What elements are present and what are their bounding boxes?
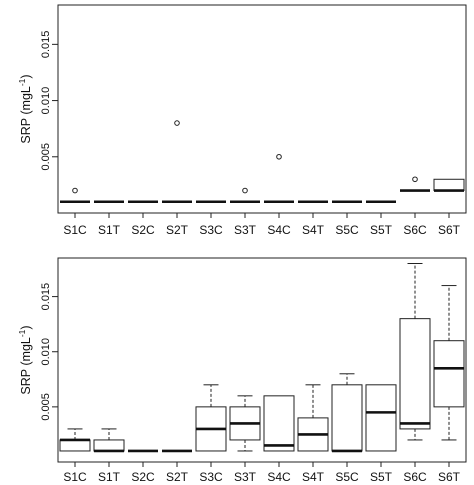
y-axis-title-text: SRP (mgL bbox=[19, 337, 33, 394]
outlier-point bbox=[276, 153, 282, 160]
x-category-label: S5T bbox=[370, 470, 393, 484]
box-s5t bbox=[365, 384, 397, 452]
y-tick-label: 0.015 bbox=[40, 283, 52, 311]
outlier-point bbox=[412, 176, 418, 183]
x-category-label: S6C bbox=[403, 223, 427, 237]
y-axis-title: SRP (mgL-1) bbox=[17, 325, 33, 394]
outlier-point bbox=[242, 187, 248, 194]
x-category-label: S6T bbox=[438, 223, 461, 237]
x-category-label: S2C bbox=[131, 223, 155, 237]
box-body bbox=[331, 384, 363, 452]
box-body bbox=[433, 178, 465, 192]
x-category-label: S2T bbox=[166, 470, 189, 484]
y-axis-title-text: SRP (mgL bbox=[19, 86, 33, 143]
box-s6t bbox=[433, 178, 465, 192]
box-s3t bbox=[230, 187, 260, 204]
box-s6t bbox=[433, 285, 465, 441]
box-body bbox=[365, 384, 397, 452]
x-category-label: S5T bbox=[370, 223, 393, 237]
box-s4t bbox=[297, 384, 329, 452]
box-body bbox=[93, 439, 125, 452]
y-tick-label: 0.005 bbox=[40, 393, 52, 421]
x-category-label: S1T bbox=[98, 223, 121, 237]
box-s1c bbox=[60, 187, 90, 204]
box-body bbox=[59, 439, 91, 452]
x-category-label: S5C bbox=[335, 223, 359, 237]
x-category-label: S3T bbox=[234, 223, 257, 237]
box-s4c bbox=[263, 395, 295, 452]
box-s4c bbox=[264, 153, 294, 204]
box-s3t bbox=[229, 395, 261, 452]
x-category-label: S6T bbox=[438, 470, 461, 484]
x-category-label: S4T bbox=[302, 223, 325, 237]
y-tick-label: 0.015 bbox=[40, 31, 52, 59]
y-axis-title-superscript: -1 bbox=[17, 78, 27, 86]
x-category-label: S4C bbox=[267, 470, 291, 484]
y-axis-title: SRP (mgL-1) bbox=[17, 74, 33, 143]
box-body bbox=[399, 318, 431, 430]
x-category-label: S1C bbox=[63, 223, 87, 237]
y-axis-title-close: ) bbox=[19, 74, 33, 78]
x-category-label: S3C bbox=[199, 470, 223, 484]
x-category-label: S3C bbox=[199, 223, 223, 237]
x-category-label: S2T bbox=[166, 223, 189, 237]
box-s6c bbox=[400, 176, 430, 192]
x-category-label: S5C bbox=[335, 470, 359, 484]
x-category-label: S3T bbox=[234, 470, 257, 484]
box-body bbox=[433, 340, 465, 408]
x-category-label: S1C bbox=[63, 470, 87, 484]
box-s6c bbox=[399, 263, 431, 441]
x-category-label: S1T bbox=[98, 470, 121, 484]
plot-frame bbox=[57, 257, 467, 463]
box-s1t bbox=[93, 428, 125, 453]
x-category-label: S2C bbox=[131, 470, 155, 484]
outlier-point bbox=[174, 120, 180, 126]
y-tick-label: 0.005 bbox=[40, 143, 52, 171]
x-category-label: S4T bbox=[302, 470, 325, 484]
y-axis-title-superscript: -1 bbox=[17, 329, 27, 337]
x-category-label: S4C bbox=[267, 223, 291, 237]
box-s1c bbox=[59, 428, 91, 452]
box-s5c bbox=[331, 373, 363, 453]
bottom-boxplot-panel: 0.005 0.010 0.015 SRP (mgL-1) S1C S1T S2C S2T S3… bbox=[17, 257, 467, 484]
x-category-label: S6C bbox=[403, 470, 427, 484]
plot-frame bbox=[57, 4, 467, 214]
outlier-point bbox=[72, 187, 78, 194]
box-s3c bbox=[195, 384, 227, 452]
box-s2t bbox=[162, 120, 192, 204]
top-boxplot-panel: 0.005 0.010 0.015 SRP (mgL-1) S1C S1T S2C S2T S3… bbox=[17, 4, 467, 237]
y-axis-title-close: ) bbox=[19, 325, 33, 329]
box-body bbox=[263, 395, 295, 452]
y-tick-label: 0.010 bbox=[40, 87, 52, 115]
y-tick-label: 0.010 bbox=[40, 338, 52, 366]
